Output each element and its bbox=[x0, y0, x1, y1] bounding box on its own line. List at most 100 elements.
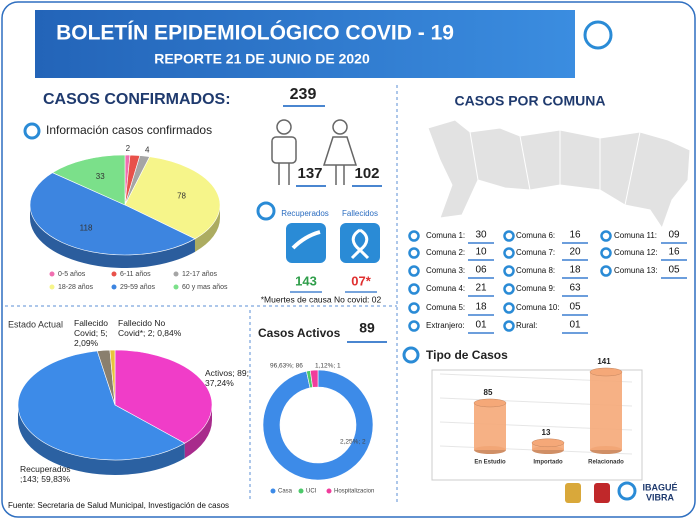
comuna-label: Rural: bbox=[516, 321, 537, 330]
comuna-label: Comuna 9: bbox=[516, 284, 555, 293]
legend-label: Casa bbox=[278, 489, 293, 495]
active-total: 89 bbox=[359, 320, 375, 336]
x-tick-label: En Estudio bbox=[474, 460, 506, 466]
comuna-value: 63 bbox=[569, 283, 581, 294]
legend-swatch bbox=[298, 488, 304, 494]
pie-slice bbox=[109, 349, 116, 406]
legend-swatch bbox=[326, 488, 332, 494]
comuna-icon bbox=[408, 230, 420, 242]
comuna-icon bbox=[408, 265, 420, 277]
data-label: 85 bbox=[484, 388, 493, 397]
donut-slice bbox=[309, 369, 319, 388]
comuna-icon bbox=[503, 320, 515, 332]
logo-icon bbox=[402, 346, 420, 364]
data-label: 4 bbox=[145, 145, 150, 154]
comuna-value: 10 bbox=[475, 247, 487, 258]
logo-text: IBAGUÉ bbox=[642, 482, 677, 492]
section-title: CASOS CONFIRMADOS: bbox=[43, 91, 231, 108]
comuna-value: 16 bbox=[569, 230, 581, 241]
logo-text: VIBRA bbox=[646, 492, 675, 502]
comuna-value: 18 bbox=[475, 302, 487, 313]
data-label: 96,63%; 86 bbox=[270, 363, 303, 370]
comuna-icon bbox=[600, 265, 612, 277]
comuna-value: 21 bbox=[475, 283, 487, 294]
comuna-label: Comuna 2: bbox=[426, 248, 465, 257]
comuna-value: 09 bbox=[668, 230, 680, 241]
legend-label: 0-5 años bbox=[58, 271, 86, 278]
logo-icon bbox=[583, 20, 613, 50]
logo-text: IBAGUÉ bbox=[580, 49, 615, 59]
ribbon-icon bbox=[350, 228, 370, 260]
subtitle: REPORTE 21 DE JUNIO DE 2020 bbox=[154, 51, 370, 67]
x-tick-label: Importado bbox=[533, 460, 563, 466]
header-banner bbox=[35, 10, 575, 78]
comuna-icon bbox=[408, 247, 420, 259]
logo-text: VIBRA bbox=[584, 59, 613, 69]
recovered-count: 143 bbox=[295, 273, 317, 288]
comuna-label: Comuna 13: bbox=[614, 266, 658, 275]
comuna-icon bbox=[503, 302, 515, 314]
comuna-icon bbox=[408, 283, 420, 295]
comuna-label: Comuna 11: bbox=[614, 231, 657, 240]
comuna-value: 05 bbox=[569, 302, 581, 313]
comuna-value: 30 bbox=[475, 230, 487, 241]
chart-title: Tipo de Casos bbox=[426, 348, 508, 362]
deceased-count: 07* bbox=[351, 273, 371, 288]
donut-slice bbox=[262, 369, 374, 481]
source: Fuente: Secretaria de Salud Municipal, I… bbox=[8, 501, 229, 510]
legend-swatch bbox=[111, 271, 117, 277]
crest bbox=[565, 483, 581, 503]
data-label: 2 bbox=[126, 144, 131, 153]
comuna-icon bbox=[408, 320, 420, 332]
pie-side bbox=[184, 405, 212, 459]
title: BOLETÍN EPIDEMIOLÓGICO COVID - 19 bbox=[56, 21, 454, 45]
data-label: 78 bbox=[177, 191, 186, 200]
bar bbox=[474, 402, 506, 450]
recovered-icon bbox=[291, 230, 321, 250]
comuna-icon bbox=[408, 302, 420, 314]
data-label: 118 bbox=[80, 223, 93, 232]
comuna-label: Extranjero: bbox=[426, 321, 465, 330]
deceased-icon bbox=[340, 223, 380, 263]
logo-icon bbox=[256, 201, 276, 221]
data-label: Recuperados ;143; 59,83% bbox=[20, 464, 71, 484]
comuna-value: 05 bbox=[668, 265, 680, 276]
comuna-label: Comuna 3: bbox=[426, 266, 465, 275]
legend-swatch bbox=[49, 284, 55, 290]
men-count: 137 bbox=[297, 165, 322, 182]
comuna-value: 18 bbox=[569, 265, 581, 276]
total: 239 bbox=[290, 86, 317, 103]
pie-slice bbox=[17, 350, 186, 461]
comuna-label: Comuna 5: bbox=[426, 303, 465, 312]
comuna-icon bbox=[600, 247, 612, 259]
chart-title: Estado Actual bbox=[8, 319, 63, 329]
data-label: 2,25%; 2 bbox=[340, 439, 366, 446]
comuna-icon bbox=[503, 283, 515, 295]
legend-swatch bbox=[111, 284, 117, 290]
recovered-label: Recuperados bbox=[281, 209, 329, 218]
comuna-value: 01 bbox=[569, 320, 581, 331]
comuna-icon bbox=[503, 265, 515, 277]
man-icon bbox=[271, 119, 297, 185]
data-label: 141 bbox=[597, 357, 611, 366]
comuna-label: Comuna 4: bbox=[426, 284, 465, 293]
x-tick-label: Relacionado bbox=[588, 460, 624, 466]
pie-slice bbox=[124, 156, 221, 240]
legend-label: UCI bbox=[306, 489, 317, 495]
comuna-value: 06 bbox=[475, 265, 487, 276]
legend-label: 6-11 años bbox=[120, 271, 151, 278]
data-label: 1,12%; 1 bbox=[315, 363, 341, 370]
bar-top bbox=[589, 367, 623, 377]
data-label: Activos; 89; 37,24% bbox=[205, 368, 249, 388]
data-label: Fallecido No Covid*; 2; 0,84% bbox=[118, 318, 182, 338]
legend-swatch bbox=[49, 271, 55, 277]
pie-side bbox=[18, 405, 185, 475]
comuna-icon bbox=[503, 230, 515, 242]
bar bbox=[590, 372, 622, 450]
comuna-label: Comuna 1: bbox=[426, 231, 465, 240]
deceased-label: Fallecidos bbox=[342, 209, 378, 218]
women-count: 102 bbox=[354, 165, 379, 182]
comuna-label: Comuna 12: bbox=[614, 248, 658, 257]
